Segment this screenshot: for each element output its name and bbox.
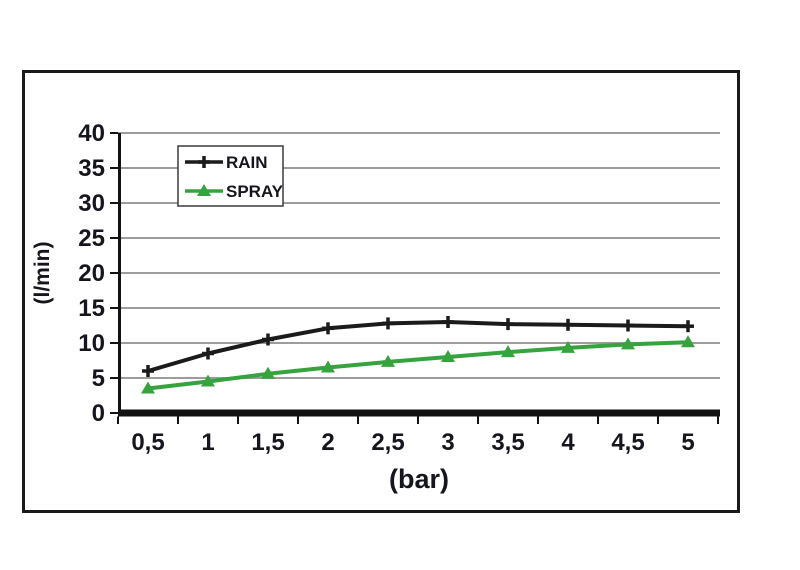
x-tick-label: 1,5: [251, 429, 284, 456]
rain-series-line: [147, 320, 689, 373]
y-tick-label: 10: [78, 330, 105, 357]
spray-marker: [141, 381, 155, 394]
x-tick-label: 0,5: [131, 429, 164, 456]
x-tick-label: 4: [561, 429, 575, 456]
spray-marker: [441, 350, 455, 362]
y-tick-label: 20: [78, 260, 105, 287]
y-axis-title: (l/min): [31, 242, 54, 305]
y-tick-label: 40: [78, 120, 105, 147]
y-tick-label: 25: [78, 225, 105, 252]
y-tick-label: 15: [78, 295, 105, 322]
x-tick-label: 3,5: [491, 429, 524, 456]
spray-marker: [381, 354, 395, 367]
x-tick-label: 1: [201, 429, 214, 456]
spray-marker: [321, 360, 335, 373]
flow-rate-chart: 0 5 10 15 20 25 30 35 40 0,5 1 1,5 2 2,5 3 3,5 4 4,5 5 RAIN…: [31, 120, 720, 494]
spray-series-line: [147, 340, 689, 391]
spray-marker: [621, 337, 635, 350]
legend-marker-spray: [197, 184, 211, 196]
spray-marker: [681, 335, 695, 348]
spray-marker: [261, 366, 275, 379]
x-tick-label: 4,5: [611, 429, 644, 456]
chart-frame: 0 5 10 15 20 25 30 35 40 0,5 1 1,5 2 2,5 3 3,5 4 4,5 5 RAIN…: [22, 70, 740, 513]
x-tick-label: 2,5: [371, 429, 404, 456]
x-axis-title: (bar): [389, 464, 449, 494]
y-tick-label: 0: [92, 400, 105, 427]
legend-label-rain: RAIN: [226, 153, 268, 172]
x-axis-line: [118, 409, 720, 417]
y-tick-label: 5: [92, 365, 105, 392]
x-tick-label: 3: [441, 429, 454, 456]
spray-marker: [201, 374, 215, 387]
legend-label-spray: SPRAY: [226, 182, 284, 201]
spray-marker: [501, 345, 515, 358]
legend-box: [177, 145, 284, 207]
spray-marker: [561, 340, 575, 353]
y-tick-label: 30: [78, 190, 105, 217]
x-tick-label: 5: [681, 429, 694, 456]
y-tick-label: 35: [78, 155, 105, 182]
x-tick-label: 2: [321, 429, 334, 456]
